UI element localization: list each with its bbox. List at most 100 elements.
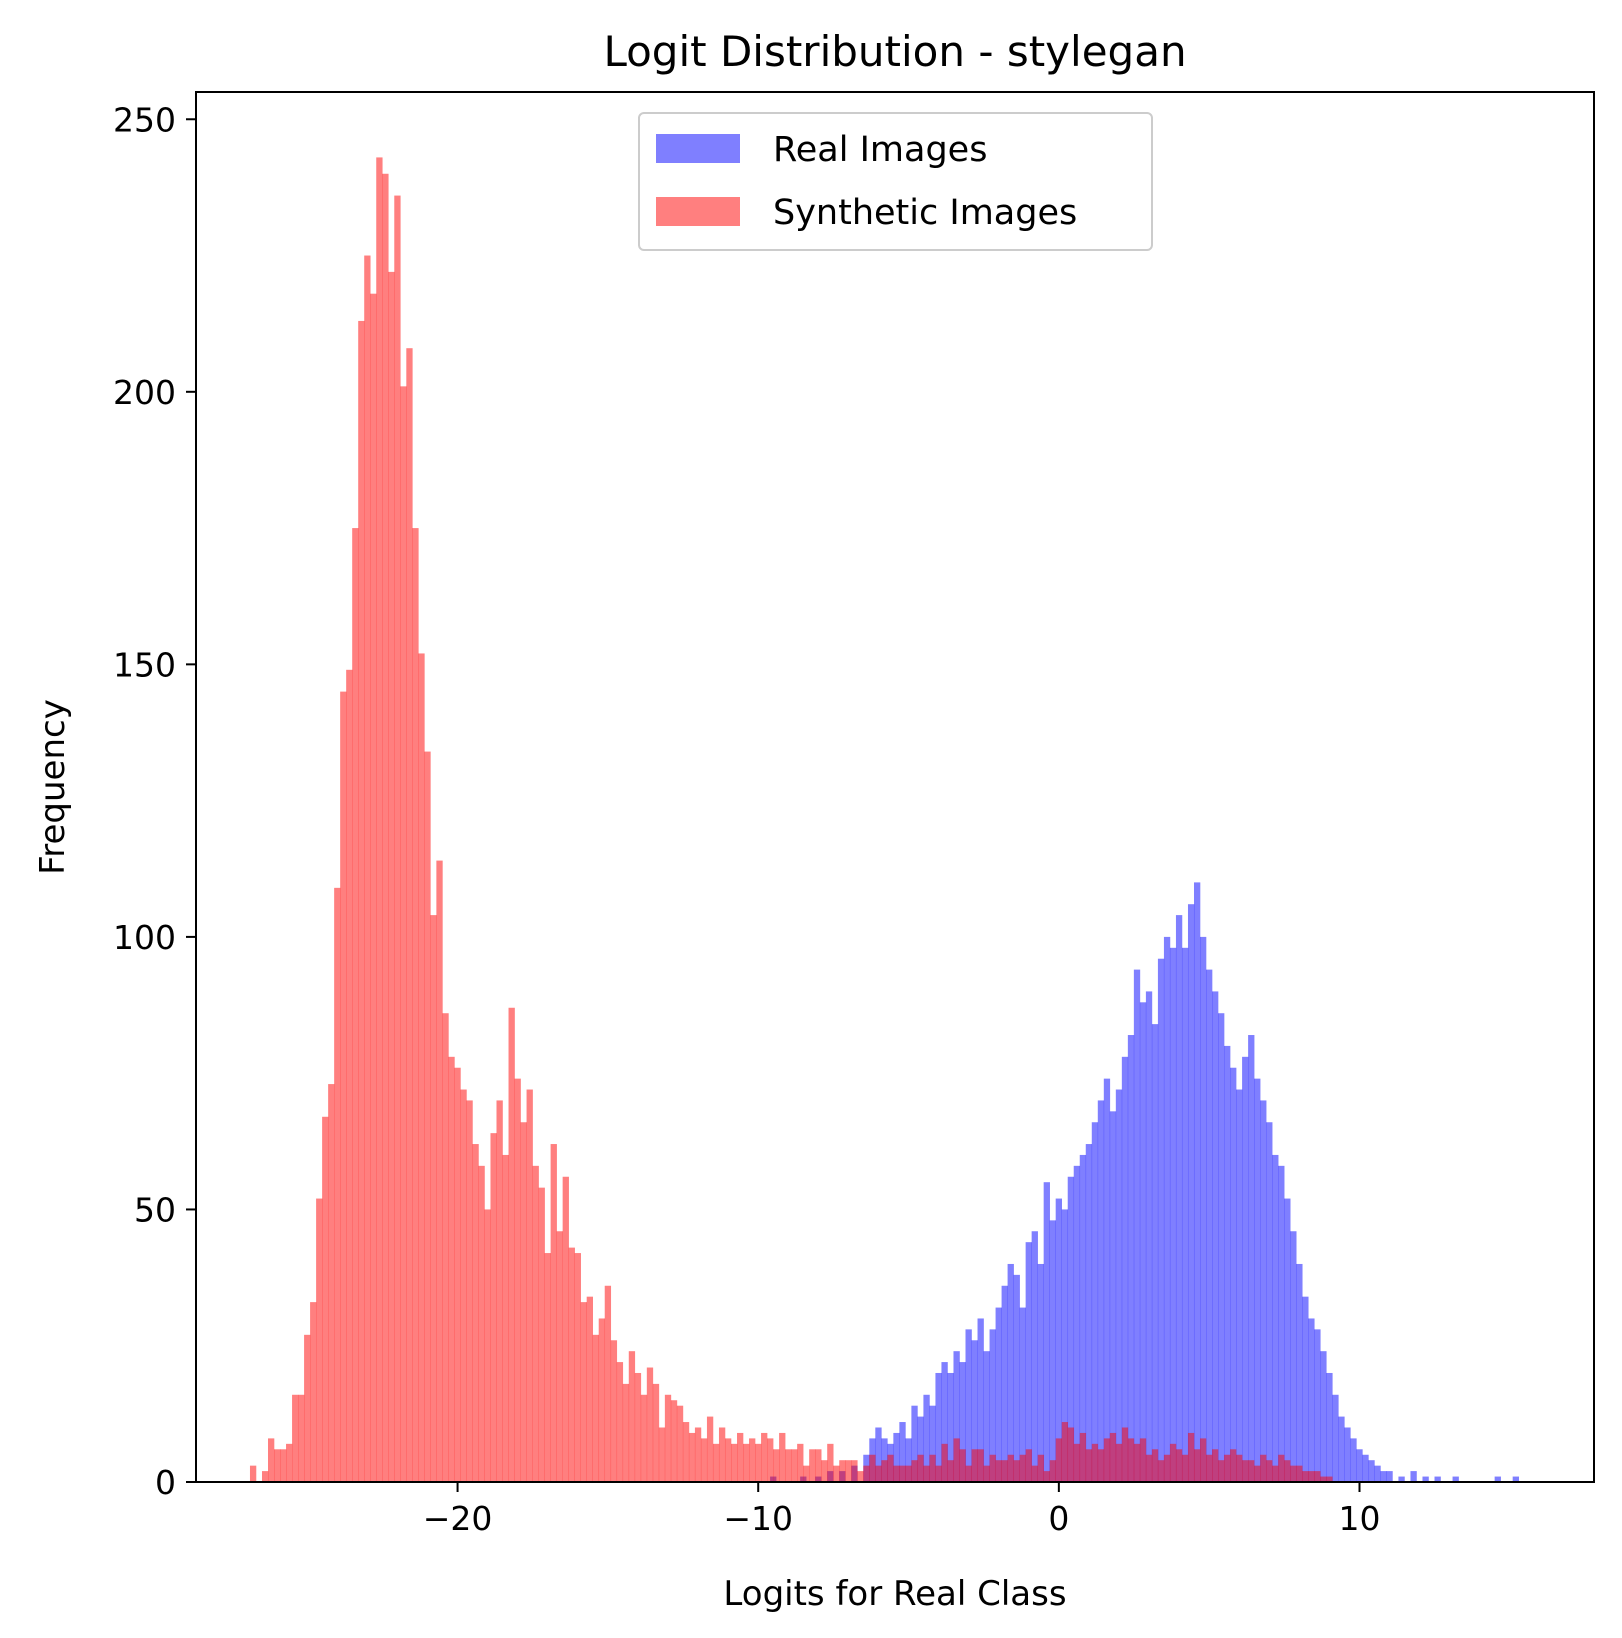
histogram-bar (959, 1449, 966, 1482)
histogram-bar (1386, 1471, 1393, 1482)
histogram-bar (1115, 1089, 1123, 1482)
histogram-bar (1338, 1416, 1345, 1482)
histogram-bar (1308, 1471, 1315, 1482)
histogram-bar (1187, 904, 1195, 1482)
histogram-bar (538, 1187, 545, 1482)
histogram-bar (887, 1454, 894, 1482)
histogram-bar (791, 1449, 798, 1482)
histogram-bar (460, 1089, 467, 1482)
histogram-bar (1272, 1154, 1279, 1482)
histogram-bar (863, 1465, 870, 1482)
histogram-bar (755, 1443, 762, 1482)
histogram-bar (706, 1416, 714, 1482)
histogram-bar (292, 1394, 299, 1482)
histogram-bar (1224, 1454, 1231, 1482)
x-tick-label: 0 (1048, 1499, 1069, 1538)
histogram-bar (965, 1329, 972, 1482)
histogram-bar (688, 1432, 696, 1482)
histogram-bar (1266, 1122, 1273, 1482)
histogram-bar (1145, 991, 1153, 1482)
histogram-bar (1374, 1465, 1381, 1482)
histogram-bar (1494, 1476, 1501, 1482)
series-synthetic-images (249, 157, 1333, 1483)
histogram-bar (586, 1296, 593, 1482)
histogram-bar (983, 1351, 990, 1482)
histogram-bar (1169, 947, 1177, 1482)
histogram-bar (280, 1449, 287, 1482)
histogram-bar (1236, 1089, 1243, 1482)
histogram-bar (598, 1318, 606, 1482)
histogram-bar (1218, 1460, 1225, 1482)
histogram-bar (1302, 1471, 1309, 1482)
histogram-bar (652, 1383, 660, 1482)
histogram-bar (1278, 1165, 1285, 1482)
histogram-bar (1230, 1067, 1237, 1482)
histogram-bar (1175, 915, 1183, 1482)
histogram-bar (869, 1454, 876, 1482)
histogram-bar (514, 1078, 521, 1482)
histogram-bar (442, 1013, 449, 1482)
histogram-bar (1224, 1045, 1231, 1482)
histogram-bar (977, 1449, 984, 1482)
histogram-bar (803, 1465, 810, 1482)
histogram-bar (893, 1432, 900, 1482)
histogram-bar (544, 1253, 551, 1482)
histogram-bar (1212, 991, 1219, 1482)
histogram-bar (1133, 969, 1141, 1482)
histogram-bar (568, 1247, 575, 1482)
histogram-bar (773, 1449, 780, 1482)
histogram-bar (1236, 1454, 1243, 1482)
histogram-bar (1043, 1471, 1050, 1482)
histogram-bar (875, 1465, 882, 1482)
histogram-bar (731, 1443, 738, 1482)
histogram-bar (1139, 1002, 1147, 1482)
histogram-bar (809, 1449, 816, 1482)
histogram-bar (1320, 1351, 1327, 1482)
histogram-bar (1127, 1035, 1135, 1482)
histogram-bar (1067, 1176, 1075, 1482)
histogram-bar (1206, 1454, 1213, 1482)
histogram-bar (767, 1438, 774, 1482)
histogram-bar (1254, 1465, 1261, 1482)
histogram-bar (448, 1056, 455, 1482)
histogram-bar (953, 1438, 960, 1482)
histogram-bar (1284, 1198, 1291, 1482)
histogram-bar (1344, 1427, 1351, 1482)
histogram-bar (1356, 1449, 1363, 1482)
histogram-bar (328, 1084, 335, 1482)
histogram-bar (1073, 1443, 1081, 1482)
histogram-bar (268, 1438, 275, 1482)
histogram-bar (1332, 1394, 1339, 1482)
histogram-bar (1145, 1454, 1153, 1482)
histogram-bar (724, 1438, 732, 1482)
histogram-bar (400, 386, 407, 1483)
histogram-bar (947, 1460, 954, 1482)
histogram-bar (1037, 1263, 1044, 1482)
histogram-bar (1061, 1209, 1069, 1482)
histogram-bar (718, 1427, 726, 1482)
histogram-bar (1055, 1438, 1062, 1482)
histogram-bar (1157, 958, 1165, 1482)
histogram-bar (454, 1067, 461, 1482)
histogram-bar (893, 1465, 900, 1482)
x-tick-label: −10 (723, 1499, 793, 1538)
histogram-bar (670, 1400, 678, 1482)
histogram-bar (743, 1443, 750, 1482)
histogram-bar (628, 1351, 636, 1482)
histogram-bar (286, 1443, 293, 1482)
histogram-bar (1187, 1432, 1195, 1482)
histogram-bar (664, 1394, 672, 1482)
histogram-bar (1007, 1263, 1014, 1482)
histogram-bar (1272, 1465, 1279, 1482)
histogram-bar (1242, 1056, 1249, 1482)
histogram-bar (1326, 1476, 1333, 1482)
histogram-bar (1248, 1035, 1255, 1482)
histogram-bar (484, 1209, 491, 1482)
histogram-bar (1278, 1454, 1285, 1482)
histogram-bar (1097, 1449, 1105, 1482)
histogram-bar (1326, 1372, 1333, 1482)
y-axis-label: Frequency (33, 699, 73, 875)
histogram-bar (1013, 1274, 1020, 1482)
histogram-bar (1206, 969, 1213, 1482)
